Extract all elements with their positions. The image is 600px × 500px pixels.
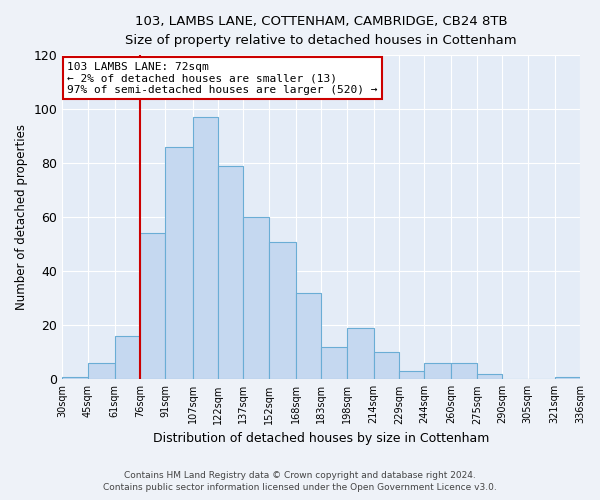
Bar xyxy=(347,328,374,380)
Bar xyxy=(399,371,424,380)
Bar xyxy=(374,352,399,380)
Y-axis label: Number of detached properties: Number of detached properties xyxy=(15,124,28,310)
Bar xyxy=(115,336,140,380)
Bar xyxy=(193,117,218,380)
Bar xyxy=(296,293,321,380)
Bar xyxy=(424,363,451,380)
Bar xyxy=(88,363,115,380)
X-axis label: Distribution of detached houses by size in Cottenham: Distribution of detached houses by size … xyxy=(153,432,490,445)
Bar xyxy=(554,376,580,380)
Bar xyxy=(244,217,269,380)
Bar xyxy=(140,234,166,380)
Bar xyxy=(218,166,244,380)
Bar xyxy=(451,363,477,380)
Bar xyxy=(166,147,193,380)
Title: 103, LAMBS LANE, COTTENHAM, CAMBRIDGE, CB24 8TB
Size of property relative to det: 103, LAMBS LANE, COTTENHAM, CAMBRIDGE, C… xyxy=(125,15,517,47)
Text: Contains HM Land Registry data © Crown copyright and database right 2024.
Contai: Contains HM Land Registry data © Crown c… xyxy=(103,471,497,492)
Bar xyxy=(477,374,502,380)
Bar xyxy=(269,242,296,380)
Text: 103 LAMBS LANE: 72sqm
← 2% of detached houses are smaller (13)
97% of semi-detac: 103 LAMBS LANE: 72sqm ← 2% of detached h… xyxy=(67,62,378,95)
Bar xyxy=(321,347,347,380)
Bar xyxy=(62,376,88,380)
